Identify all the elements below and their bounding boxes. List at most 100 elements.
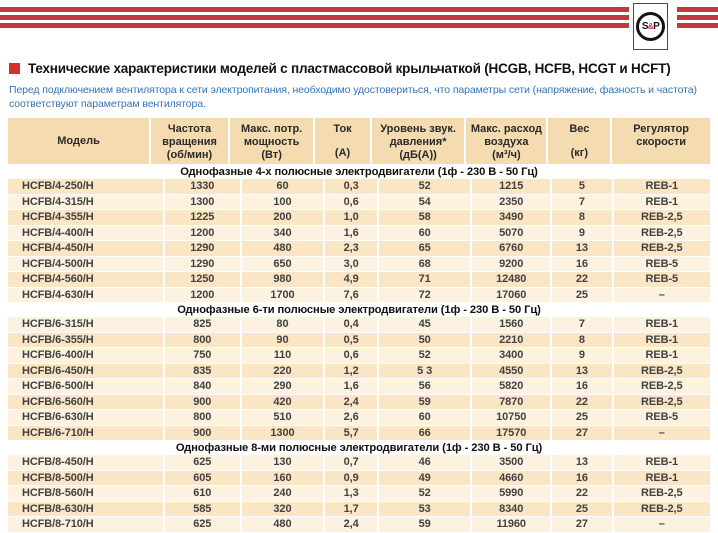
value-cell: 480 (241, 241, 324, 256)
column-header-label: Макс. расход воздуха (470, 123, 543, 148)
column-header-unit: (кг) (570, 147, 589, 160)
value-cell: 2350 (472, 194, 551, 209)
value-cell: 17570 (472, 425, 551, 440)
value-cell: 7 (552, 194, 612, 209)
model-cell: HCFB/4-500/H (8, 256, 163, 271)
value-cell: 4550 (472, 363, 551, 378)
value-cell: 340 (241, 225, 324, 240)
table-row: HCFB/4-250/H 1330 60 0,3 52 1215 5 REB-1 (8, 179, 710, 194)
table-row: HCFB/6-710/H 900 1300 5,7 66 17570 27– (8, 425, 710, 440)
value-cell: 5 (552, 179, 612, 194)
top-stripes-left (0, 7, 629, 31)
value-cell: 160 (241, 470, 324, 485)
value-cell: 1,7 (325, 501, 378, 516)
value-cell: 5 3 (379, 363, 471, 378)
value-cell: 13 (552, 241, 612, 256)
value-cell: 5820 (472, 379, 551, 394)
value-cell: 750 (164, 348, 240, 363)
value-cell: 25 (552, 501, 612, 516)
column-header-unit: (дБ(А)) (399, 148, 437, 161)
table-row: HCFB/6-450/H 835 220 1,2 5 3 4550 13 REB-2,5 (8, 363, 710, 378)
red-stripe (677, 7, 718, 12)
value-cell: 800 (164, 410, 240, 425)
value-cell: 7 (552, 317, 612, 332)
value-cell: 900 (164, 425, 240, 440)
value-cell: 1200 (164, 225, 240, 240)
value-cell: 3490 (472, 210, 551, 225)
value-cell: 16 (552, 379, 612, 394)
table-row: HCFB/8-450/H 625 130 0,7 46 3500 13 REB-1 (8, 455, 710, 470)
value-cell: 0,6 (325, 194, 378, 209)
red-stripe (677, 15, 718, 20)
value-cell: 56 (379, 379, 471, 394)
value-cell: 22 (552, 394, 612, 409)
value-cell: – (613, 287, 710, 302)
value-cell: 9200 (472, 256, 551, 271)
value-cell: 5990 (472, 486, 551, 501)
value-cell: 45 (379, 317, 471, 332)
value-cell: 22 (552, 486, 612, 501)
value-cell: 16 (552, 256, 612, 271)
column-header: Макс. расход воздуха (м³/ч) (466, 118, 547, 164)
value-cell: 510 (241, 410, 324, 425)
model-cell: HCFB/6-500/H (8, 379, 163, 394)
value-cell: 59 (379, 394, 471, 409)
column-header-label: Модель (57, 135, 100, 148)
value-cell: 0,3 (325, 179, 378, 194)
model-cell: HCFB/8-500/H (8, 470, 163, 485)
title-row: Технические характеристики моделей с пла… (9, 61, 711, 76)
table-body: Однофазные 4-х полюсные электродвигатели… (8, 165, 710, 532)
value-cell: 835 (164, 363, 240, 378)
page-title: Технические характеристики моделей с пла… (28, 61, 671, 76)
value-cell: REB-2,5 (613, 241, 710, 256)
column-header: Ток (А) (315, 118, 370, 164)
column-header: Вес (кг) (548, 118, 611, 164)
value-cell: 3500 (472, 455, 551, 470)
table-row: HCFB/8-630/H 585 320 1,7 53 8340 25 REB-2,5 (8, 501, 710, 516)
table-row: HCFB/4-560/H 1250 980 4,9 71 12480 22 REB-5 (8, 272, 710, 287)
value-cell: REB-1 (613, 179, 710, 194)
value-cell: 11960 (472, 517, 551, 532)
table-row: HCFB/4-450/H 1290 480 2,3 65 6760 13 REB-2,5 (8, 241, 710, 256)
value-cell: 1215 (472, 179, 551, 194)
value-cell: 60 (241, 179, 324, 194)
logo-letter-p: P (653, 20, 660, 32)
value-cell: 5,7 (325, 425, 378, 440)
model-cell: HCFB/6-400/H (8, 348, 163, 363)
red-stripe (0, 7, 629, 12)
value-cell: 9 (552, 225, 612, 240)
value-cell: REB-1 (613, 455, 710, 470)
value-cell: 1250 (164, 272, 240, 287)
value-cell: REB-1 (613, 194, 710, 209)
value-cell: 52 (379, 486, 471, 501)
column-header: Модель (8, 118, 150, 164)
value-cell: REB-2,5 (613, 379, 710, 394)
red-stripe (0, 23, 629, 28)
value-cell: 50 (379, 332, 471, 347)
table-row: HCFB/8-560/H 610 240 1,3 52 5990 22 REB-2,5 (8, 486, 710, 501)
spec-table: Модель Частота вращения (об/мин) Макс. потр.… (8, 118, 711, 532)
value-cell: REB-5 (613, 272, 710, 287)
value-cell: 1,0 (325, 210, 378, 225)
value-cell: 1560 (472, 317, 551, 332)
model-cell: HCFB/6-710/H (8, 425, 163, 440)
value-cell: 60 (379, 225, 471, 240)
value-cell: 2,6 (325, 410, 378, 425)
column-header-unit: (А) (334, 147, 351, 160)
value-cell: 65 (379, 241, 471, 256)
value-cell: 59 (379, 517, 471, 532)
value-cell: 3,0 (325, 256, 378, 271)
value-cell: 320 (241, 501, 324, 516)
logo-letter-s: S (641, 20, 649, 32)
value-cell: 27 (552, 517, 612, 532)
top-stripes-right (677, 7, 718, 31)
column-header-label: Макс. потр. мощность (240, 123, 303, 148)
table-row: HCFB/4-500/H 1290 650 3,0 68 9200 16 REB-5 (8, 256, 710, 271)
value-cell: 0,9 (325, 470, 378, 485)
value-cell: 25 (552, 410, 612, 425)
table-row: HCFB/4-630/H 1200 1700 7,6 72 17060 25– (8, 287, 710, 302)
value-cell: 5070 (472, 225, 551, 240)
table-row: HCFB/4-315/H 1300 100 0,6 54 2350 7 REB-1 (8, 194, 710, 209)
column-header-unit: (м³/ч) (492, 148, 521, 161)
model-cell: HCFB/8-710/H (8, 517, 163, 532)
